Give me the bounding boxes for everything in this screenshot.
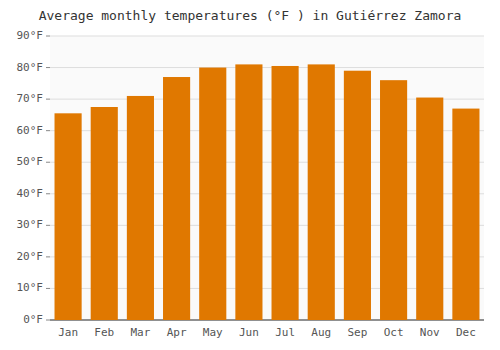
x-tick-label: Jun — [239, 326, 259, 339]
y-tick-label: 40°F — [17, 187, 44, 200]
x-tick-label: Apr — [167, 326, 187, 339]
y-tick-label: 10°F — [17, 281, 44, 294]
x-tick-label: Sep — [347, 326, 367, 339]
y-tick-label: 0°F — [23, 313, 43, 326]
bar — [416, 98, 443, 320]
y-tick — [46, 256, 50, 257]
x-tick-label: Aug — [311, 326, 331, 339]
plot-background — [50, 36, 484, 320]
x-tick-label: Mar — [130, 326, 150, 339]
y-tick — [46, 130, 50, 131]
grid — [50, 36, 484, 320]
y-tick — [46, 36, 50, 37]
x-tick-label: Feb — [94, 326, 114, 339]
y-tick — [46, 225, 50, 226]
grid-line — [50, 67, 484, 68]
x-tick-label: Jul — [275, 326, 295, 339]
y-tick-label: 60°F — [17, 124, 44, 137]
y-tick-label: 30°F — [17, 218, 44, 231]
bar — [452, 109, 479, 320]
y-tick-label: 70°F — [17, 92, 44, 105]
y-tick — [46, 67, 50, 68]
bar — [127, 96, 154, 320]
chart-svg: 0°F 10°F 20°F 30°F 40°F 50°F 60°F 70°F 80°F 90°F J… — [0, 0, 500, 350]
bar — [344, 71, 371, 320]
x-tick-label: May — [203, 326, 223, 339]
bar — [308, 64, 335, 320]
bars — [55, 64, 480, 320]
y-tick — [46, 320, 50, 321]
bar — [55, 113, 82, 320]
bar — [380, 80, 407, 320]
bar — [163, 77, 190, 320]
x-tick-label: Dec — [456, 326, 476, 339]
y-tick — [46, 193, 50, 194]
x-tick-label: Nov — [420, 326, 440, 339]
y-tick-label: 80°F — [17, 61, 44, 74]
y-tick-label: 90°F — [17, 29, 44, 42]
y-tick — [46, 162, 50, 163]
x-tick-label: Jan — [58, 326, 78, 339]
x-tick-label: Oct — [384, 326, 404, 339]
grid-line — [50, 36, 484, 37]
y-tick-label: 20°F — [17, 250, 44, 263]
chart-container: 0°F 10°F 20°F 30°F 40°F 50°F 60°F 70°F 80°F 90°F J… — [0, 0, 500, 350]
bar — [91, 107, 118, 320]
bar — [235, 64, 262, 320]
bar — [199, 68, 226, 320]
chart-title: Average monthly temperatures (°F ) in Gu… — [39, 8, 462, 23]
y-tick — [46, 99, 50, 100]
bar — [272, 66, 299, 320]
axes: 0°F 10°F 20°F 30°F 40°F 50°F 60°F 70°F 80°F 90°F J… — [17, 29, 485, 339]
y-tick — [46, 288, 50, 289]
y-tick-label: 50°F — [17, 155, 44, 168]
